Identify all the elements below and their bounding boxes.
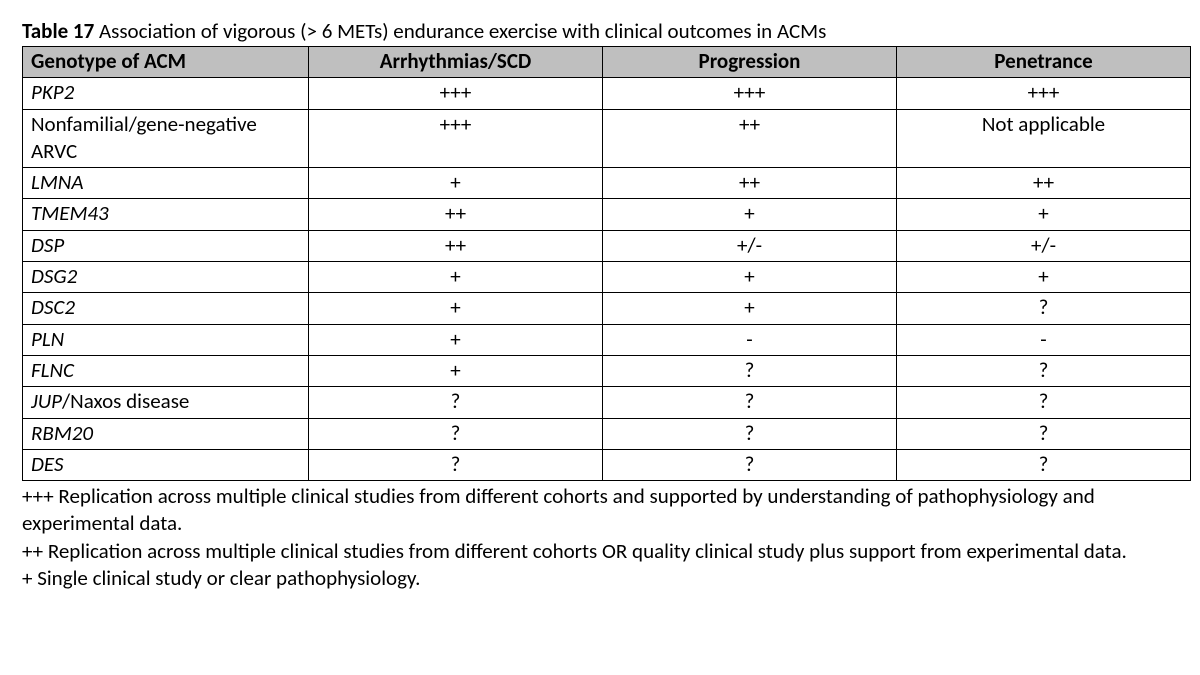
- genotype-cell: FLNC: [23, 355, 309, 386]
- value-cell: +++: [603, 78, 897, 109]
- col-header-penetrance: Penetrance: [897, 47, 1191, 78]
- value-cell: ?: [897, 449, 1191, 480]
- value-cell: ++: [309, 199, 603, 230]
- col-header-arrhythmias: Arrhythmias/SCD: [309, 47, 603, 78]
- value-cell: +: [603, 293, 897, 324]
- footnotes: +++ Replication across multiple clinical…: [22, 483, 1190, 592]
- col-header-genotype: Genotype of ACM: [23, 47, 309, 78]
- value-cell: ?: [309, 449, 603, 480]
- value-cell: ?: [603, 418, 897, 449]
- value-cell: ++: [309, 230, 603, 261]
- acm-table: Genotype of ACM Arrhythmias/SCD Progress…: [22, 46, 1191, 481]
- footnote-line: + Single clinical study or clear pathoph…: [22, 565, 1190, 592]
- col-header-progression: Progression: [603, 47, 897, 78]
- genotype-cell: DSC2: [23, 293, 309, 324]
- footnote-line: ++ Replication across multiple clinical …: [22, 538, 1190, 565]
- table-row: JUP/Naxos disease???: [23, 387, 1191, 418]
- value-cell: ?: [897, 387, 1191, 418]
- value-cell: +++: [897, 78, 1191, 109]
- genotype-cell: Nonfamilial/gene-negative ARVC: [23, 109, 309, 168]
- genotype-cell: LMNA: [23, 168, 309, 199]
- value-cell: Not applicable: [897, 109, 1191, 168]
- value-cell: ?: [309, 418, 603, 449]
- table-row: Nonfamilial/gene-negative ARVC+++++Not a…: [23, 109, 1191, 168]
- table-row: DSG2+++: [23, 262, 1191, 293]
- value-cell: -: [603, 324, 897, 355]
- value-cell: ++: [897, 168, 1191, 199]
- value-cell: +: [309, 168, 603, 199]
- table-number: Table 17: [22, 18, 94, 44]
- value-cell: ?: [603, 387, 897, 418]
- value-cell: +/-: [603, 230, 897, 261]
- table-row: PKP2+++++++++: [23, 78, 1191, 109]
- table-row: PLN+--: [23, 324, 1191, 355]
- genotype-cell: DES: [23, 449, 309, 480]
- value-cell: ?: [897, 293, 1191, 324]
- genotype-cell: TMEM43: [23, 199, 309, 230]
- value-cell: +: [603, 262, 897, 293]
- value-cell: +++: [309, 109, 603, 168]
- footnote-line: +++ Replication across multiple clinical…: [22, 483, 1190, 538]
- value-cell: +: [309, 355, 603, 386]
- table-row: DSP+++/-+/-: [23, 230, 1191, 261]
- value-cell: ?: [603, 355, 897, 386]
- table-row: DES???: [23, 449, 1191, 480]
- table-row: RBM20???: [23, 418, 1191, 449]
- header-row: Genotype of ACM Arrhythmias/SCD Progress…: [23, 47, 1191, 78]
- table-row: LMNA+++++: [23, 168, 1191, 199]
- table-title: Association of vigorous (> 6 METs) endur…: [94, 18, 826, 44]
- value-cell: ?: [897, 355, 1191, 386]
- value-cell: -: [897, 324, 1191, 355]
- value-cell: +: [309, 293, 603, 324]
- table-row: TMEM43++++: [23, 199, 1191, 230]
- value-cell: +: [309, 262, 603, 293]
- genotype-cell: PLN: [23, 324, 309, 355]
- value-cell: ?: [897, 418, 1191, 449]
- value-cell: +++: [309, 78, 603, 109]
- value-cell: ++: [603, 168, 897, 199]
- value-cell: +: [897, 199, 1191, 230]
- genotype-cell: JUP/Naxos disease: [23, 387, 309, 418]
- value-cell: ?: [603, 449, 897, 480]
- value-cell: ?: [309, 387, 603, 418]
- value-cell: +: [603, 199, 897, 230]
- genotype-cell: RBM20: [23, 418, 309, 449]
- table-row: FLNC+??: [23, 355, 1191, 386]
- value-cell: +/-: [897, 230, 1191, 261]
- genotype-cell: DSG2: [23, 262, 309, 293]
- table-row: DSC2++?: [23, 293, 1191, 324]
- genotype-cell: DSP: [23, 230, 309, 261]
- value-cell: +: [897, 262, 1191, 293]
- value-cell: ++: [603, 109, 897, 168]
- value-cell: +: [309, 324, 603, 355]
- table-caption: Table 17 Association of vigorous (> 6 ME…: [22, 18, 1190, 44]
- genotype-cell: PKP2: [23, 78, 309, 109]
